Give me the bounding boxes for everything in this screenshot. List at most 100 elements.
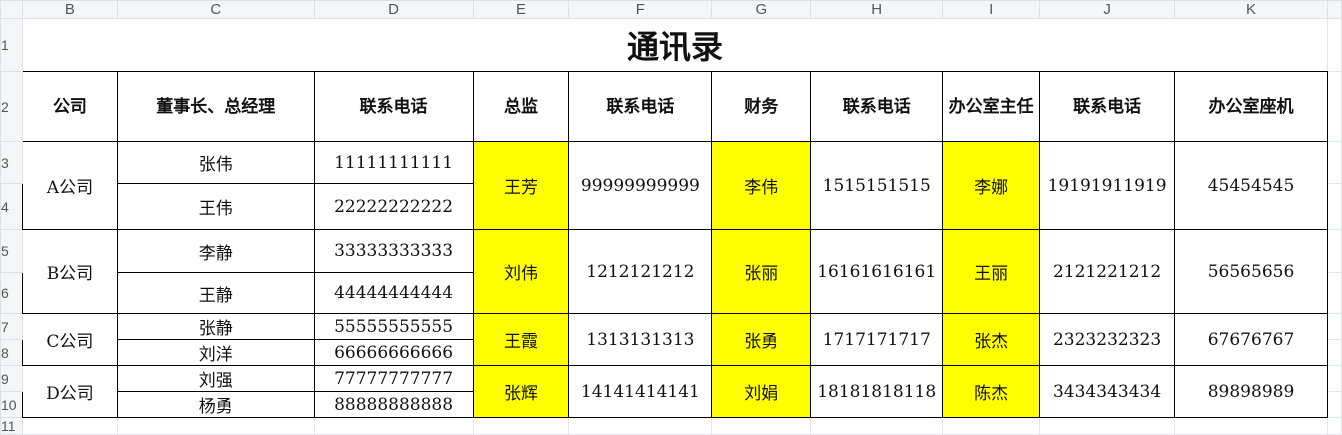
executive-phone[interactable]: 66666666666 <box>313 339 474 366</box>
executive-name[interactable]: 刘洋 <box>116 339 315 366</box>
cell[interactable] <box>1039 417 1176 435</box>
cell[interactable] <box>1326 141 1342 184</box>
row-header-11[interactable]: 11 <box>0 417 23 435</box>
cell[interactable] <box>116 417 315 435</box>
finance-phone[interactable]: 1515151515 <box>810 141 944 230</box>
row-header-5[interactable]: 5 <box>0 229 23 273</box>
column-header-E[interactable]: E <box>472 0 570 19</box>
office-head-phone[interactable]: 2323232323 <box>1039 313 1176 366</box>
cell[interactable] <box>1326 391 1342 418</box>
cell[interactable] <box>568 417 713 435</box>
director-name[interactable]: 刘伟 <box>472 229 570 314</box>
office-landline[interactable]: 67676767 <box>1174 313 1328 366</box>
column-header-F[interactable]: F <box>568 0 713 19</box>
cell[interactable] <box>313 417 474 435</box>
cell[interactable] <box>1326 71 1342 142</box>
column-title[interactable]: 联系电话 <box>810 71 944 142</box>
column-header-G[interactable]: G <box>711 0 812 19</box>
row-header-10[interactable]: 10 <box>0 391 23 418</box>
row-header-1[interactable]: 1 <box>0 18 23 72</box>
office-head-phone[interactable]: 2121221212 <box>1039 229 1176 314</box>
cell[interactable] <box>1326 365 1342 392</box>
executive-phone[interactable]: 44444444444 <box>313 272 474 314</box>
cell[interactable] <box>1174 417 1328 435</box>
executive-phone[interactable]: 22222222222 <box>313 183 474 230</box>
column-title[interactable]: 办公室座机 <box>1174 71 1328 142</box>
office-head-name[interactable]: 张杰 <box>942 313 1041 366</box>
office-head-name[interactable]: 王丽 <box>942 229 1041 314</box>
column-title[interactable]: 董事长、总经理 <box>116 71 315 142</box>
executive-phone[interactable]: 33333333333 <box>313 229 474 273</box>
executive-name[interactable]: 李静 <box>116 229 315 273</box>
cell[interactable] <box>1326 18 1342 72</box>
finance-name[interactable]: 张勇 <box>711 313 812 366</box>
company-name[interactable]: A公司 <box>21 141 118 230</box>
office-landline[interactable]: 89898989 <box>1174 365 1328 418</box>
executive-phone[interactable]: 11111111111 <box>313 141 474 184</box>
select-all-corner[interactable] <box>0 0 23 19</box>
director-phone[interactable]: 14141414141 <box>568 365 713 418</box>
company-name[interactable]: C公司 <box>21 313 118 366</box>
column-header-C[interactable]: C <box>116 0 315 19</box>
executive-name[interactable]: 张伟 <box>116 141 315 184</box>
company-name[interactable]: D公司 <box>21 365 118 418</box>
director-phone[interactable]: 1212121212 <box>568 229 713 314</box>
director-name[interactable]: 王霞 <box>472 313 570 366</box>
finance-phone[interactable]: 1717171717 <box>810 313 944 366</box>
director-phone[interactable]: 99999999999 <box>568 141 713 230</box>
executive-name[interactable]: 张静 <box>116 313 315 340</box>
finance-name[interactable]: 张丽 <box>711 229 812 314</box>
column-header-I[interactable]: I <box>942 0 1041 19</box>
director-name[interactable]: 张辉 <box>472 365 570 418</box>
executive-name[interactable]: 王伟 <box>116 183 315 230</box>
column-header-K[interactable]: K <box>1174 0 1328 19</box>
executive-name[interactable]: 杨勇 <box>116 391 315 418</box>
executive-name[interactable]: 王静 <box>116 272 315 314</box>
executive-phone[interactable]: 88888888888 <box>313 391 474 418</box>
office-head-name[interactable]: 李娜 <box>942 141 1041 230</box>
column-title[interactable]: 联系电话 <box>568 71 713 142</box>
row-header-2[interactable]: 2 <box>0 71 23 142</box>
director-name[interactable]: 王芳 <box>472 141 570 230</box>
cell[interactable] <box>1326 339 1342 366</box>
finance-name[interactable]: 刘娟 <box>711 365 812 418</box>
executive-phone[interactable]: 77777777777 <box>313 365 474 392</box>
finance-phone[interactable]: 16161616161 <box>810 229 944 314</box>
office-head-phone[interactable]: 19191911919 <box>1039 141 1176 230</box>
column-header-extra[interactable] <box>1326 0 1342 19</box>
executive-phone[interactable]: 55555555555 <box>313 313 474 340</box>
cell[interactable] <box>1326 272 1342 314</box>
finance-phone[interactable]: 18181818118 <box>810 365 944 418</box>
column-header-B[interactable]: B <box>21 0 118 19</box>
cell[interactable] <box>711 417 812 435</box>
column-title[interactable]: 联系电话 <box>1039 71 1176 142</box>
office-head-phone[interactable]: 3434343434 <box>1039 365 1176 418</box>
row-header-4[interactable]: 4 <box>0 183 23 230</box>
cell[interactable] <box>472 417 570 435</box>
row-header-7[interactable]: 7 <box>0 313 23 340</box>
column-title[interactable]: 总监 <box>472 71 570 142</box>
row-header-3[interactable]: 3 <box>0 141 23 184</box>
cell[interactable] <box>1326 183 1342 230</box>
column-header-D[interactable]: D <box>313 0 474 19</box>
column-title[interactable]: 公司 <box>21 71 118 142</box>
row-header-8[interactable]: 8 <box>0 339 23 366</box>
executive-name[interactable]: 刘强 <box>116 365 315 392</box>
director-phone[interactable]: 1313131313 <box>568 313 713 366</box>
column-title[interactable]: 联系电话 <box>313 71 474 142</box>
cell[interactable] <box>1326 313 1342 340</box>
row-header-9[interactable]: 9 <box>0 365 23 392</box>
sheet-title[interactable]: 通讯录 <box>22 18 1328 72</box>
office-head-name[interactable]: 陈杰 <box>942 365 1041 418</box>
cell[interactable] <box>1326 229 1342 273</box>
cell[interactable] <box>810 417 944 435</box>
column-title[interactable]: 财务 <box>711 71 812 142</box>
column-header-H[interactable]: H <box>810 0 944 19</box>
cell[interactable] <box>1326 417 1342 435</box>
row-header-6[interactable]: 6 <box>0 272 23 314</box>
finance-name[interactable]: 李伟 <box>711 141 812 230</box>
company-name[interactable]: B公司 <box>21 229 118 314</box>
column-header-J[interactable]: J <box>1039 0 1176 19</box>
cell[interactable] <box>942 417 1041 435</box>
cell[interactable] <box>21 417 118 435</box>
